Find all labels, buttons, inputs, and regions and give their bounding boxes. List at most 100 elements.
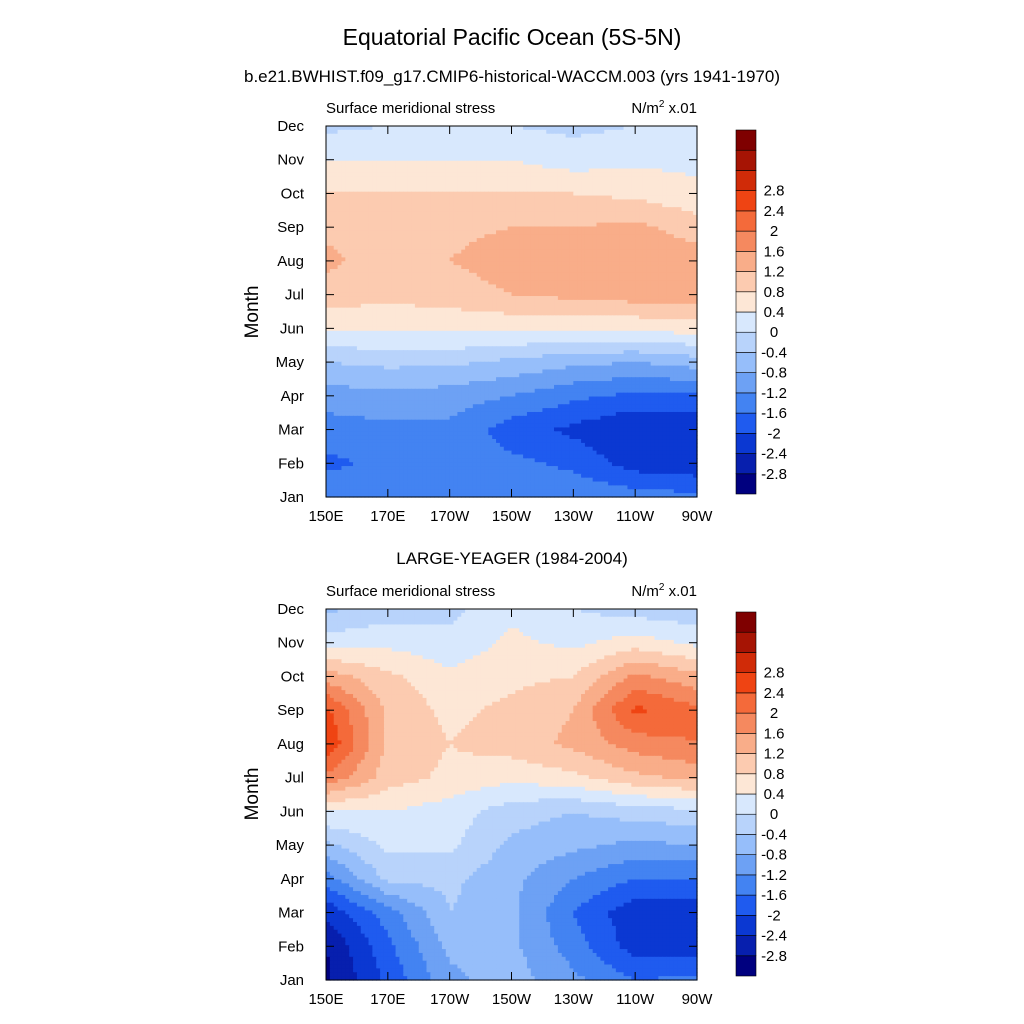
heatmap-cell: [430, 160, 435, 166]
heatmap-cell: [376, 315, 381, 320]
heatmap-cell: [669, 176, 675, 181]
heatmap-cell: [391, 238, 397, 243]
heatmap-cell: [434, 288, 439, 293]
heatmap-cell: [511, 319, 516, 324]
heatmap-cell: [608, 129, 613, 135]
heatmap-cell: [411, 176, 416, 181]
heatmap-cell: [608, 168, 613, 173]
heatmap-cell: [557, 315, 563, 320]
heatmap-cell: [654, 307, 659, 313]
heatmap-cell: [627, 323, 632, 328]
heatmap-cell: [662, 241, 667, 247]
heatmap-cell: [631, 276, 636, 282]
heatmap-cell: [434, 137, 439, 143]
heatmap-cell: [484, 160, 489, 166]
heatmap-cell: [368, 241, 373, 247]
heatmap-cell: [326, 183, 331, 189]
heatmap-cell: [422, 141, 428, 146]
heatmap-cell: [326, 203, 331, 208]
heatmap-cell: [418, 222, 424, 228]
heatmap-cell: [492, 133, 497, 139]
heatmap-cell: [569, 280, 574, 286]
heatmap-cell: [376, 211, 381, 216]
heatmap-cell: [534, 323, 540, 328]
heatmap-cell: [534, 153, 540, 158]
heatmap-cell: [604, 257, 609, 262]
heatmap-cell: [360, 153, 366, 158]
heatmap-cell: [453, 249, 458, 255]
heatmap-cell: [662, 253, 667, 258]
heatmap-cell: [600, 315, 605, 320]
heatmap-cell: [526, 214, 532, 220]
heatmap-cell: [546, 141, 551, 146]
heatmap-cell: [654, 191, 659, 197]
heatmap-cell: [515, 160, 520, 166]
heatmap-cell: [476, 218, 482, 224]
heatmap-cell: [530, 180, 536, 185]
heatmap-cell: [592, 222, 598, 228]
heatmap-cell: [441, 203, 447, 208]
heatmap-cell: [654, 284, 659, 289]
heatmap-cell: [542, 183, 547, 189]
heatmap-cell: [372, 319, 377, 324]
heatmap-cell: [627, 218, 632, 224]
heatmap-cell: [519, 230, 524, 235]
heatmap-cell: [341, 180, 346, 185]
heatmap-cell: [561, 234, 567, 239]
heatmap-cell: [368, 276, 373, 282]
heatmap-cell: [689, 129, 694, 135]
heatmap-cell: [642, 195, 648, 201]
heatmap-cell: [584, 207, 590, 212]
heatmap-cell: [438, 230, 443, 235]
heatmap-cell: [326, 307, 331, 313]
heatmap-cell: [588, 265, 594, 270]
heatmap-cell: [368, 245, 373, 251]
heatmap-cell: [685, 323, 690, 328]
heatmap-cell: [604, 230, 609, 235]
heatmap-cell: [635, 292, 640, 297]
heatmap-cell: [326, 265, 331, 270]
heatmap-cell: [573, 230, 578, 235]
heatmap-cell: [484, 311, 489, 316]
heatmap-cell: [476, 133, 482, 139]
heatmap-cell: [669, 311, 675, 316]
heatmap-cell: [530, 168, 536, 173]
heatmap-cell: [588, 211, 594, 216]
heatmap-cell: [530, 284, 536, 289]
heatmap-cell: [484, 207, 489, 212]
heatmap-cell: [418, 160, 424, 166]
heatmap-cell: [542, 257, 547, 262]
heatmap-cell: [472, 180, 478, 185]
heatmap-cell: [430, 180, 435, 185]
heatmap-cell: [391, 218, 397, 224]
heatmap-cell: [546, 241, 551, 247]
heatmap-cell: [383, 241, 389, 247]
heatmap-cell: [438, 222, 443, 228]
heatmap-cell: [329, 319, 335, 324]
heatmap-cell: [542, 319, 547, 324]
heatmap-cell: [662, 129, 667, 135]
heatmap-cell: [329, 234, 335, 239]
heatmap-cell: [380, 183, 385, 189]
heatmap-cell: [468, 253, 474, 258]
heatmap-cell: [608, 207, 613, 212]
heatmap-cell: [380, 195, 385, 201]
heatmap-cell: [534, 211, 540, 216]
heatmap-cell: [608, 222, 613, 228]
heatmap-cell: [588, 137, 594, 143]
heatmap-cell: [399, 164, 404, 170]
heatmap-cell: [480, 292, 486, 297]
heatmap-cell: [453, 199, 458, 204]
heatmap-cell: [453, 307, 458, 313]
heatmap-cell: [476, 199, 482, 204]
heatmap-cell: [349, 180, 354, 185]
heatmap-cell: [337, 153, 343, 158]
heatmap-cell: [445, 315, 451, 320]
heatmap-cell: [542, 261, 547, 266]
heatmap-cell: [600, 218, 605, 224]
heatmap-cell: [565, 288, 571, 293]
heatmap-cell: [395, 234, 401, 239]
heatmap-cell: [561, 203, 567, 208]
heatmap-cell: [662, 156, 667, 162]
heatmap-cell: [326, 153, 331, 158]
